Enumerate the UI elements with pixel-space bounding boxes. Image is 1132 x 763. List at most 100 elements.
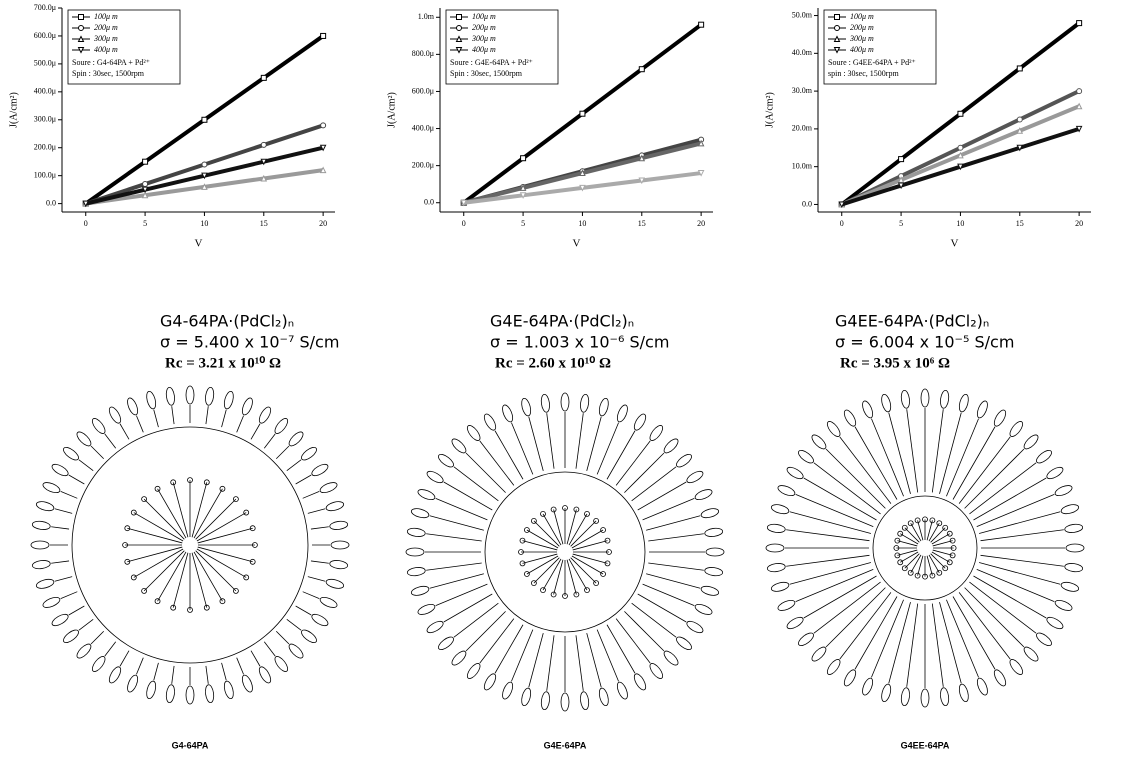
marker	[460, 199, 468, 207]
bond	[250, 423, 261, 440]
marker	[77, 47, 85, 54]
bond	[54, 576, 73, 582]
x-tick-label: 15	[1016, 219, 1024, 228]
bond	[275, 630, 290, 645]
phenyl	[165, 386, 175, 406]
bond	[926, 520, 933, 541]
atom	[550, 506, 557, 513]
marker	[697, 170, 705, 177]
atom	[187, 607, 193, 613]
bond	[104, 641, 117, 657]
bond	[286, 459, 302, 472]
marker	[320, 32, 327, 39]
phenyl	[483, 413, 497, 431]
marker	[142, 158, 149, 165]
x-tick-label: 0	[840, 219, 844, 228]
phenyl	[1009, 659, 1024, 675]
atom	[946, 530, 953, 537]
phenyl	[241, 397, 253, 416]
atom	[124, 558, 131, 565]
y-tick-label: 100.0μ	[34, 170, 56, 179]
marker	[957, 110, 964, 117]
bond	[295, 605, 312, 616]
bond	[302, 491, 320, 499]
bond	[642, 498, 695, 521]
phenyl	[502, 404, 514, 423]
phenyl	[1054, 485, 1073, 497]
phenyl	[521, 687, 532, 707]
phenyl	[940, 687, 950, 707]
legend-label: 200μ m	[472, 23, 496, 32]
bond	[871, 599, 904, 678]
bond	[68, 605, 85, 616]
marker	[898, 156, 905, 163]
atom	[600, 571, 607, 577]
phenyl	[976, 400, 988, 419]
phenyl	[993, 409, 1007, 427]
bond	[526, 555, 559, 575]
phenyl	[241, 674, 253, 693]
x-tick-label: 20	[319, 219, 327, 228]
atom	[540, 587, 546, 594]
atom	[573, 591, 580, 598]
bond	[900, 533, 919, 545]
marker	[1075, 102, 1083, 110]
bond	[624, 452, 665, 493]
bond	[931, 409, 944, 493]
atom	[530, 517, 537, 524]
annotation: spin : 30sec, 1500rpm	[828, 69, 899, 78]
dendrimer	[30, 385, 350, 705]
bond	[157, 551, 187, 602]
phenyl	[410, 585, 430, 596]
x-tick-label: 5	[899, 219, 903, 228]
bond	[221, 409, 227, 428]
bond	[897, 549, 918, 556]
phenyl	[811, 646, 827, 662]
bond	[646, 573, 701, 589]
formula: G4E-64PA·(PdCl₂)ₙ	[490, 312, 634, 331]
bond	[479, 440, 515, 486]
bond	[553, 509, 564, 545]
phenyl	[700, 585, 720, 596]
atom	[893, 545, 900, 551]
bond	[193, 488, 223, 539]
phenyl	[301, 446, 317, 461]
marker	[141, 191, 149, 199]
bond	[566, 509, 577, 545]
bond	[571, 529, 604, 549]
phenyl	[940, 389, 950, 409]
bond	[813, 581, 881, 634]
bond	[172, 482, 189, 538]
bond	[904, 527, 920, 543]
atom	[604, 537, 611, 544]
phenyl	[686, 620, 704, 634]
phenyl	[1046, 616, 1064, 630]
bond	[426, 533, 482, 542]
marker	[201, 172, 208, 180]
phenyl	[451, 438, 467, 454]
phenyl	[826, 659, 841, 675]
atom	[942, 524, 949, 531]
bond	[302, 591, 320, 599]
bond	[494, 624, 524, 674]
bond	[939, 412, 962, 495]
phenyl	[958, 393, 969, 413]
bond	[465, 452, 506, 493]
bond	[205, 406, 209, 425]
marker	[1075, 125, 1083, 133]
atom	[130, 509, 137, 516]
phenyl	[765, 543, 785, 553]
atom	[550, 591, 557, 598]
bond	[60, 491, 78, 499]
atom	[922, 516, 928, 523]
bond	[946, 418, 979, 497]
atom	[243, 574, 250, 581]
bond	[494, 430, 524, 480]
marker	[957, 144, 964, 151]
bond	[839, 436, 892, 504]
marker	[957, 163, 964, 171]
atom	[929, 517, 936, 524]
phenyl	[1046, 466, 1064, 480]
bond	[310, 526, 329, 530]
phenyl	[438, 453, 454, 468]
